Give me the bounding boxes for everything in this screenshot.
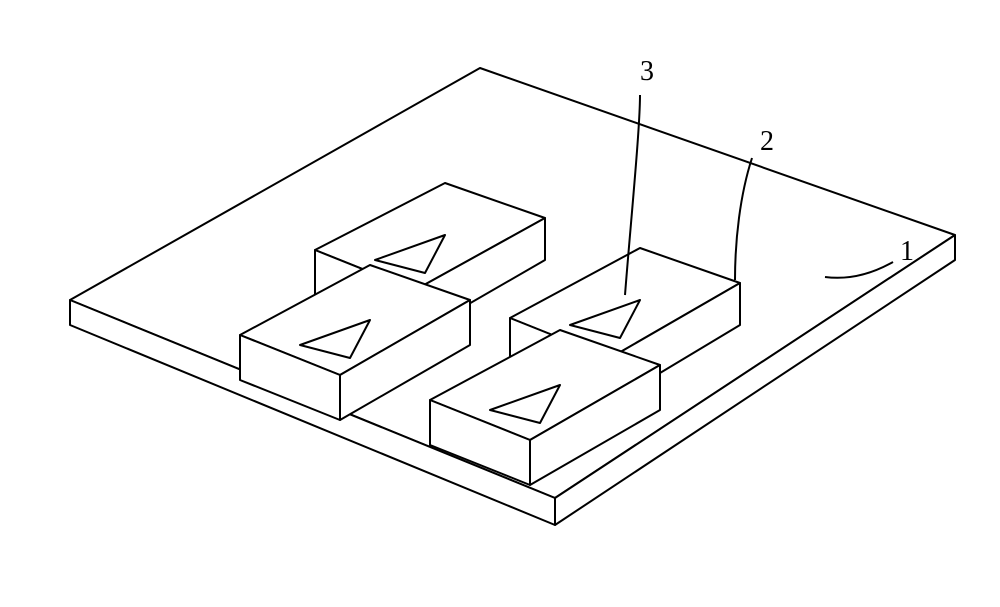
diagram-canvas: 1 2 3 [0,0,1000,607]
label-3-text: 3 [640,56,654,87]
label-1-text: 1 [900,236,914,267]
label-2-text: 2 [760,126,774,157]
